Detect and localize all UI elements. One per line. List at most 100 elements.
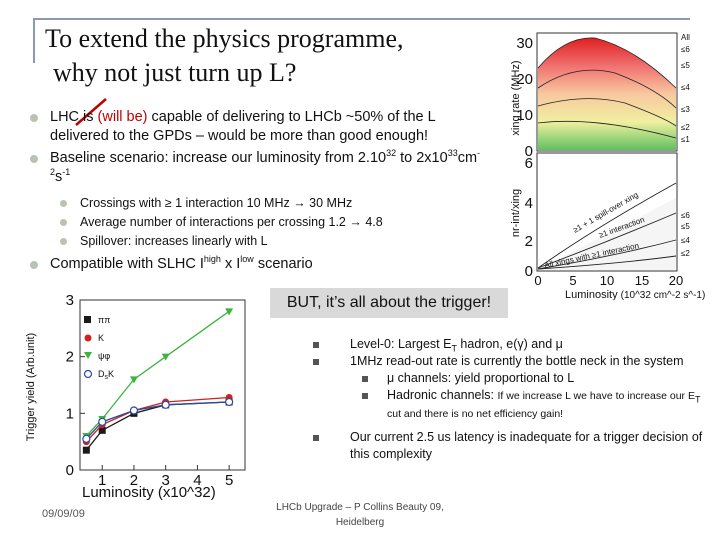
title-line-1: To extend the physics programme, [45, 24, 404, 53]
series-2-point-2 [129, 376, 138, 384]
yield-ytick-2: 2 [66, 349, 74, 366]
bot-legend-le5: ≤5 [681, 222, 690, 231]
r2b-c: cut and there is no net efficiency gain! [387, 408, 564, 420]
bullet3-a: Compatible with SLHC I [50, 256, 204, 272]
bullet2-c: cm [457, 150, 478, 166]
top-panel-area [538, 37, 676, 150]
bullet2-a: Baseline scenario: increase our luminosi… [50, 150, 387, 166]
top-legend-all: All [681, 33, 690, 42]
legend-psiphi: ψφ [84, 351, 110, 361]
bullet2-sup1: 32 [386, 148, 397, 159]
sub-bullet-spillover: Spillover: increases linearly with L [30, 232, 490, 251]
yield-series [82, 308, 234, 454]
top-panel-legend: All ≤6 ≤5 ≤4 ≤3 ≤2 ≤1 [681, 33, 690, 144]
top-ytick-10: 10 [516, 107, 533, 124]
bot-xtick-15: 15 [635, 273, 649, 288]
series-0-point-1 [98, 426, 106, 434]
series-3-point-4 [225, 397, 234, 407]
yield-plot-frame [79, 299, 246, 471]
legend-label-psiphi: ψφ [98, 351, 110, 361]
series-2-point-3 [161, 353, 170, 361]
series-3-point-1 [98, 417, 107, 426]
top-legend-le3: ≤3 [681, 105, 690, 114]
yield-xtick-5: 5 [225, 472, 233, 489]
top-panel-ylabel: xing rate (MHz) [510, 60, 522, 135]
bullet-mu-channels: μ channels: yield proportional to L [310, 370, 705, 387]
bot-ytick-2: 2 [525, 233, 533, 250]
bottom-xlabel-text: Luminosity [565, 289, 618, 300]
bullet-slhc: Compatible with SLHC Ihigh x Ilow scenar… [30, 255, 490, 274]
footer-title: LHCb Upgrade – P Collins Beauty 09, Heid… [276, 502, 444, 528]
bullet2-d: s [55, 169, 63, 185]
bullet-readout: 1MHz read-out rate is currently the bott… [310, 353, 705, 370]
trigger-yield-chart: Trigger yield (Arb.unit) 0 1 2 3 1 2 3 4 5 ππ K… [25, 292, 246, 501]
bullet1-text-c: capable of delivering to LHCb ~50% of th… [50, 109, 436, 144]
legend-label-d-2: K [108, 369, 114, 379]
bullet3-sup2: low [240, 254, 254, 265]
yield-xtick-1: 1 [98, 472, 106, 489]
bullet3-sup1: high [203, 254, 221, 265]
top-legend-le4: ≤4 [681, 83, 690, 92]
bullet2-sup3: -2 [50, 148, 481, 178]
legend-d: DsK [83, 369, 114, 381]
yield-xtick-3: 3 [162, 472, 170, 489]
legend-marker-psiphi [84, 352, 92, 359]
top-legend-le5: ≤5 [681, 61, 690, 70]
bullet3-c: scenario [253, 256, 313, 272]
yield-legend: ππ K ψφ DsK [83, 315, 114, 381]
bullet-lhc: LHC is (will be) capable of delivering t… [30, 108, 490, 146]
bot-legend-le6: ≤6 [681, 211, 690, 220]
legend-label-d: DsK [98, 369, 114, 381]
bullet-hadronic: Hadronic channels: If we increase L we h… [310, 387, 705, 423]
sub-bullet-average: Average number of interactions per cross… [30, 213, 490, 232]
main-bullets: LHC is (will be) capable of delivering t… [30, 108, 490, 277]
bullet-level0: Level-0: Largest ET hadron, e(γ) and μ [310, 336, 705, 353]
yield-xtick-4: 4 [193, 472, 201, 489]
bullet2-sup2: 33 [447, 148, 458, 159]
bot-xtick-0: 0 [534, 273, 541, 288]
top-ytick-20: 20 [516, 71, 533, 88]
bullet3-b: x I [220, 256, 241, 272]
title-frame-left [33, 18, 35, 63]
bot-xtick-10: 10 [600, 273, 614, 288]
series-2-point-4 [225, 308, 234, 316]
bullet1-text-a: LHC is [50, 109, 98, 125]
r1-b: hadron, e(γ) and μ [456, 337, 563, 351]
r2b-a: Hadronic channels: [387, 388, 498, 402]
yield-ylabel: Trigger yield (Arb.unit) [25, 333, 37, 441]
bullet-baseline: Baseline scenario: increase our luminosi… [30, 149, 490, 187]
legend-marker-k [84, 334, 92, 342]
bottom-panel-area [538, 198, 676, 270]
yield-ytick-3: 3 [66, 292, 74, 309]
bottom-panel-xticks: 0 5 10 15 20 [534, 273, 683, 288]
bottom-panel-ylabel: nr-int/xing [510, 189, 522, 237]
bullet2-sup4: -1 [62, 167, 71, 178]
top-ytick-30: 30 [516, 35, 533, 52]
r1-sub: T [451, 343, 457, 354]
bot-ytick-6: 6 [525, 155, 533, 172]
top-legend-le6: ≤6 [681, 45, 690, 54]
trigger-callout: BUT, it’s all about the trigger! [270, 288, 508, 318]
yield-ytick-0: 0 [66, 462, 74, 479]
yield-yticks: 0 1 2 3 [66, 292, 85, 479]
yield-xtick-2: 2 [130, 472, 138, 489]
bot-legend-le4: ≤4 [681, 236, 690, 245]
bot-xtick-5: 5 [569, 273, 576, 288]
bullet-latency: Our current 2.5 us latency is inadequate… [310, 429, 705, 463]
legend-label-pipi: ππ [98, 315, 110, 325]
legend-marker-d [83, 369, 93, 379]
footer-date: 09/09/09 [42, 508, 85, 520]
top-panel-curves [537, 37, 677, 139]
top-legend-le2: ≤2 [681, 123, 690, 132]
yield-xlabel: Luminosity (x10^32) [82, 484, 216, 501]
slide-title: To extend the physics programme, why not… [45, 22, 403, 90]
bot-legend-le2: ≤2 [681, 249, 690, 258]
legend-marker-pipi [84, 316, 91, 323]
bullet2-b: to 2x10 [396, 150, 448, 166]
bot-ytick-0: 0 [525, 263, 533, 280]
bottom-panel-yticks: 6 4 2 0 [525, 155, 533, 280]
bottom-panel-curves [537, 182, 677, 270]
legend-label-d-1: D [98, 369, 105, 379]
bot-ytick-4: 4 [525, 195, 533, 212]
series-3-point-3 [161, 400, 170, 409]
